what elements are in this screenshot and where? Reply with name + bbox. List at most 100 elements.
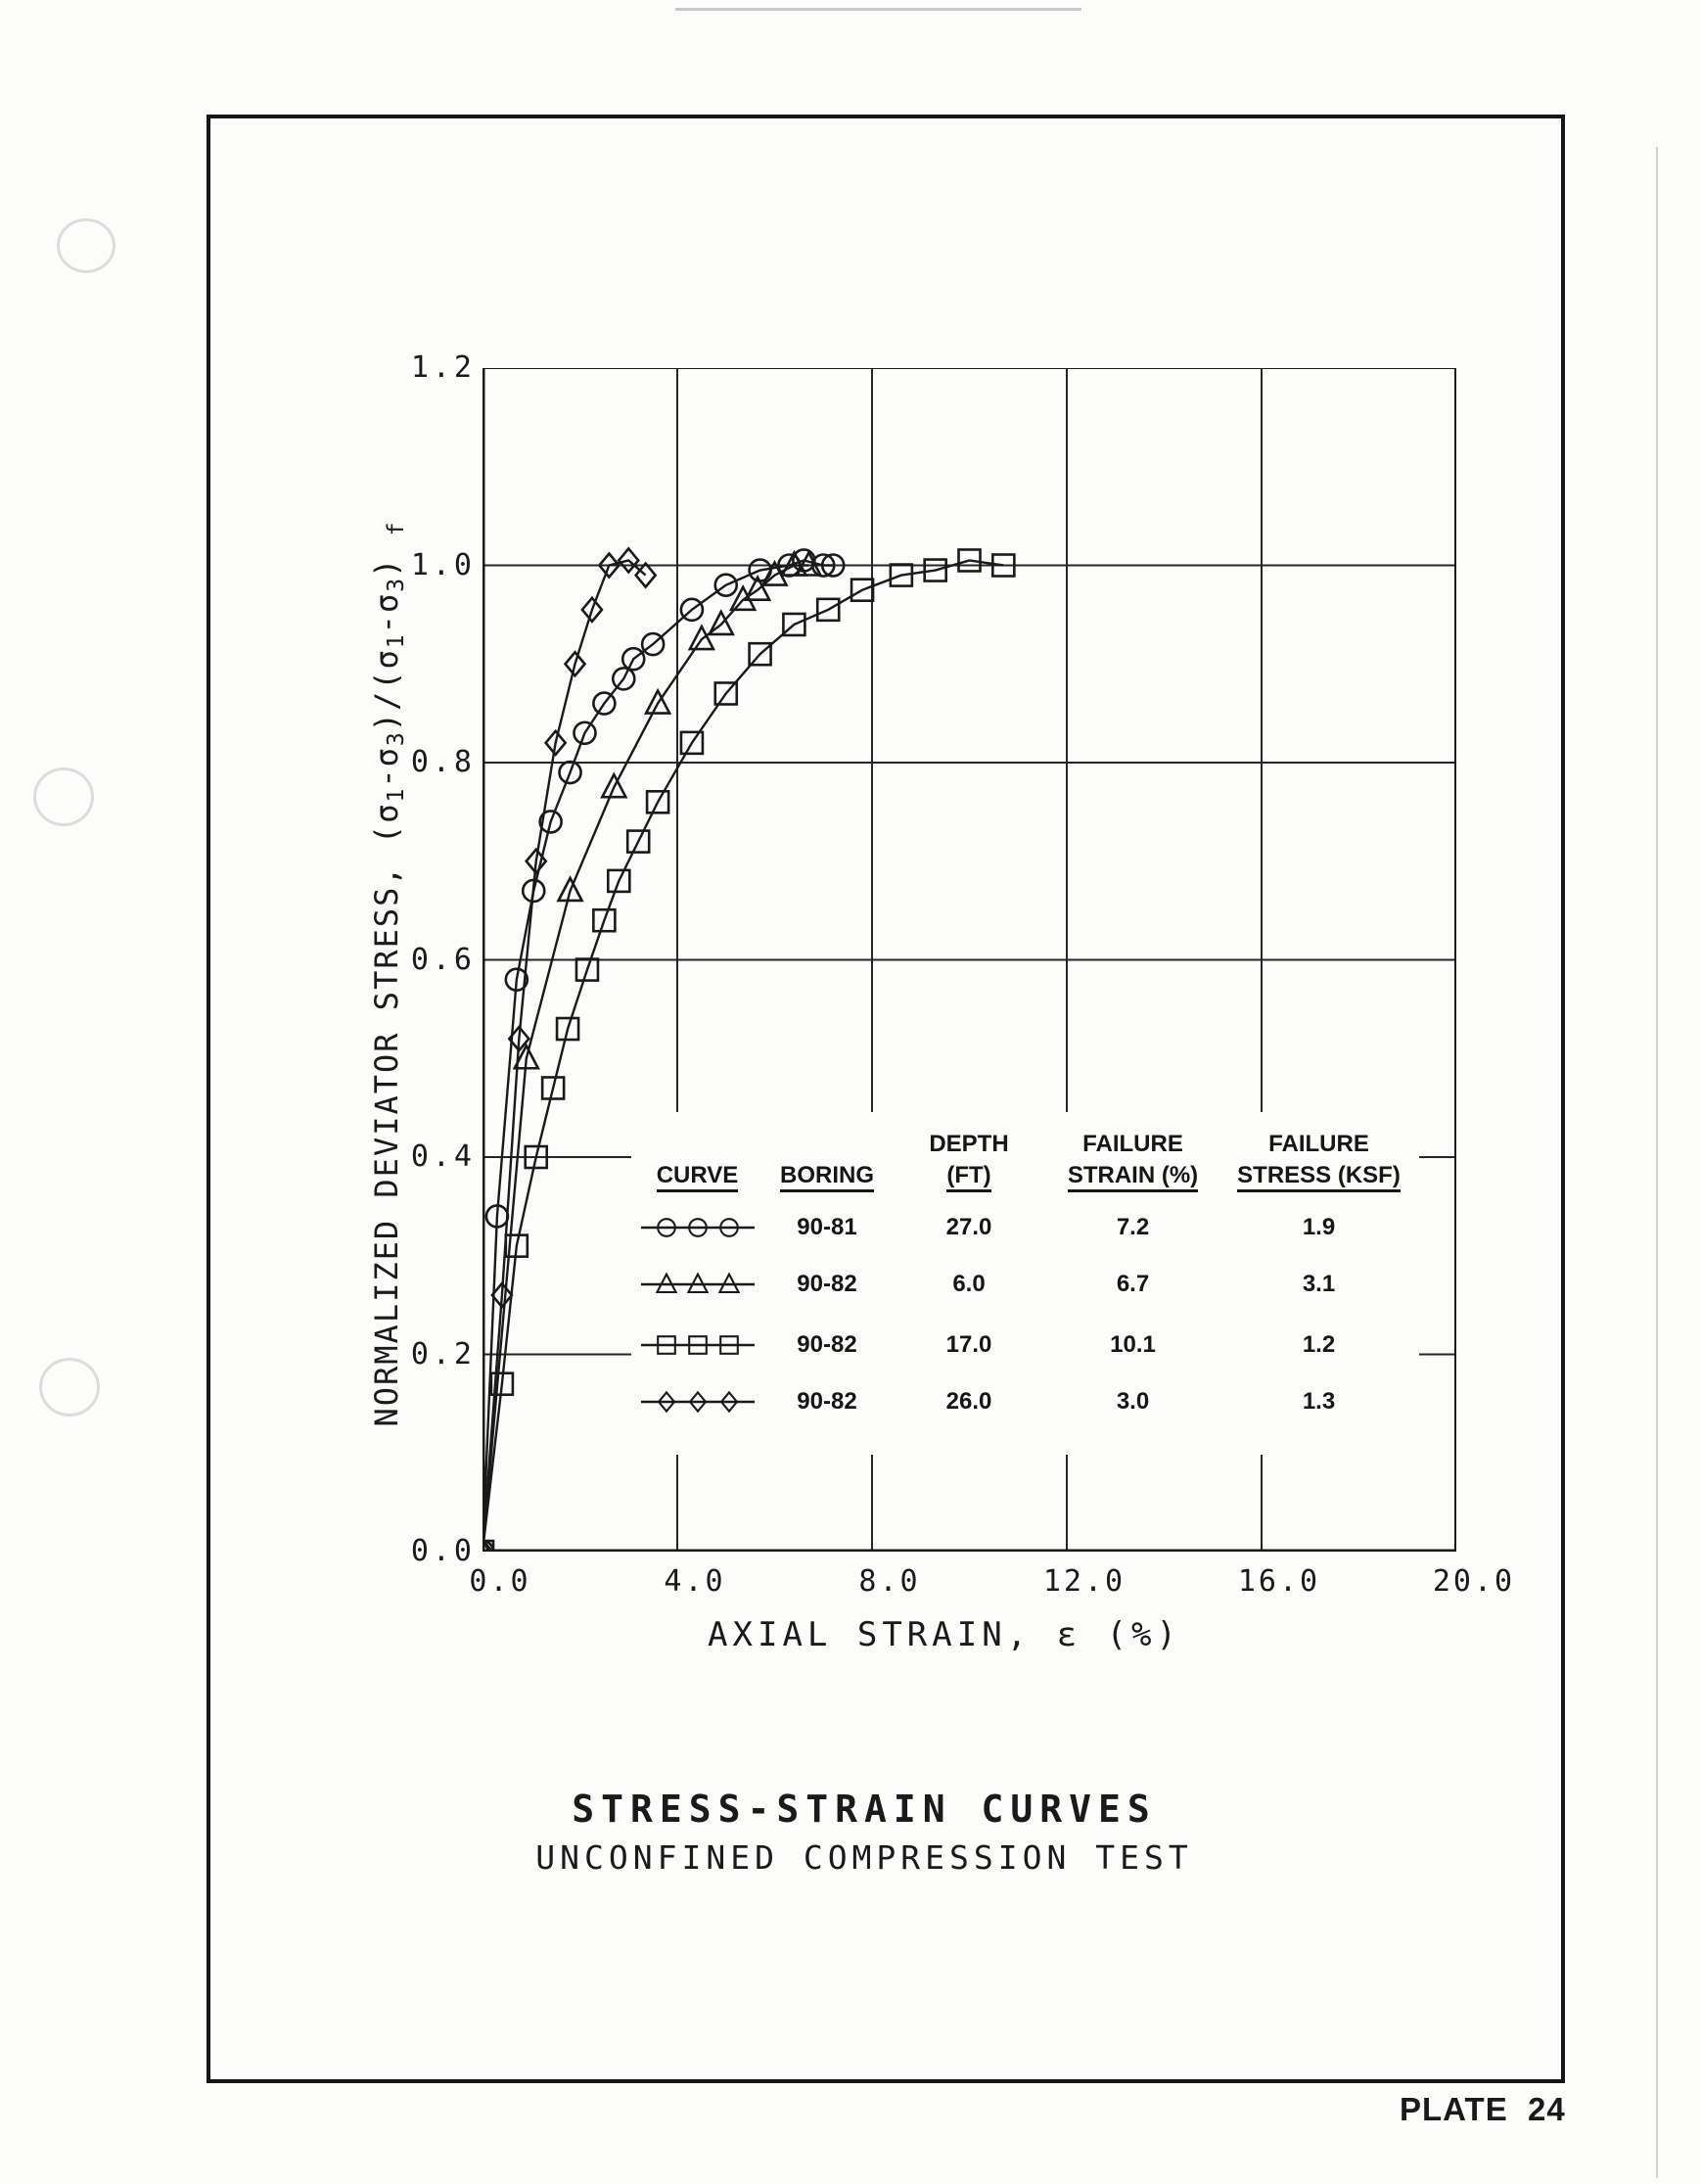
- legend-strain: 3.0: [1116, 1388, 1150, 1415]
- y-tick-label: 0.8: [410, 745, 476, 779]
- x-tick-label: 16.0: [1237, 1564, 1321, 1599]
- scan-artifact-right-line: [1656, 147, 1658, 2178]
- legend-header-row-2: CURVE BORING (FT) STRAIN (%) STRESS (KSF…: [631, 1161, 1419, 1192]
- triangle-marker-icon: [643, 687, 672, 715]
- diamond-marker-icon: [507, 1025, 531, 1053]
- legend-stress: 1.2: [1302, 1331, 1336, 1358]
- legend-row: 90-82 6.0 6.7 3.1: [631, 1267, 1419, 1302]
- legend-strain: 6.7: [1116, 1271, 1150, 1297]
- square-marker-icon: [607, 868, 631, 894]
- x-tick-label: 8.0: [858, 1564, 921, 1599]
- x-tick-label: 12.0: [1042, 1564, 1126, 1599]
- legend-depth: 6.0: [952, 1271, 986, 1297]
- circle-marker-icon: [640, 631, 666, 657]
- circle-marker-icon: [713, 573, 739, 597]
- square-marker-icon: [957, 548, 982, 573]
- square-marker-icon: [489, 1371, 515, 1397]
- triangle-marker-icon: [760, 559, 789, 586]
- hole-punch: [39, 1358, 100, 1417]
- x-tick-label: 20.0: [1432, 1564, 1516, 1599]
- diamond-marker-icon: [640, 1390, 755, 1414]
- legend-header-boring: BORING: [763, 1161, 891, 1192]
- circle-marker-icon: [504, 967, 529, 992]
- circle-marker-icon: [679, 597, 705, 623]
- square-marker-icon: [718, 1335, 739, 1355]
- legend-header-row-1: DEPTH FAILURE FAILURE: [631, 1130, 1419, 1159]
- page-frame: [207, 115, 1565, 2083]
- triangle-marker-icon: [640, 1272, 755, 1294]
- circle-marker-icon: [558, 760, 582, 785]
- title-block: STRESS-STRAIN CURVES UNCONFINED COMPRESS…: [424, 1788, 1305, 1877]
- circle-marker-icon: [640, 1218, 755, 1237]
- legend-header: DEPTH: [929, 1131, 1009, 1157]
- x-axis-label: AXIAL STRAIN, ε (%): [708, 1615, 1181, 1654]
- circle-marker-icon: [656, 1218, 676, 1237]
- legend-boring: 90-82: [797, 1331, 857, 1358]
- legend-depth: 26.0: [945, 1388, 992, 1415]
- legend-boring: 90-82: [797, 1388, 857, 1415]
- circle-marker-icon: [810, 553, 836, 578]
- diamond-marker-icon: [633, 561, 658, 589]
- legend-depth: 27.0: [945, 1214, 992, 1240]
- y-tick-label: 0.4: [410, 1139, 476, 1174]
- legend-stress: 3.1: [1302, 1271, 1336, 1297]
- diamond-marker-icon: [597, 551, 621, 580]
- triangle-marker-icon: [717, 1272, 740, 1294]
- circle-marker-icon: [573, 720, 597, 746]
- y-tick-label: 1.2: [410, 350, 476, 385]
- square-marker-icon: [679, 730, 705, 756]
- x-tick-label: 4.0: [664, 1564, 726, 1599]
- y-tick-label: 0.6: [410, 943, 476, 977]
- legend-row: 90-82 17.0 10.1 1.2: [631, 1327, 1419, 1363]
- square-marker-icon: [524, 1144, 549, 1170]
- square-marker-icon: [575, 957, 600, 982]
- square-marker-icon: [645, 789, 670, 814]
- legend-boring: 90-81: [797, 1214, 857, 1240]
- square-marker-icon: [640, 1335, 755, 1355]
- square-marker-icon: [889, 563, 914, 587]
- legend-table: DEPTH FAILURE FAILURE CURVE BORING (FT) …: [631, 1112, 1419, 1455]
- square-marker-icon: [625, 829, 651, 854]
- circle-marker-icon: [611, 667, 636, 691]
- hole-punch: [57, 218, 115, 273]
- legend-stress: 1.9: [1302, 1214, 1336, 1240]
- square-marker-icon: [815, 597, 841, 623]
- diamond-marker-icon: [483, 1537, 494, 1552]
- triangle-marker-icon: [707, 609, 735, 636]
- legend-stress: 1.3: [1302, 1388, 1336, 1415]
- chart-title: STRESS-STRAIN CURVES: [572, 1788, 1157, 1831]
- diamond-marker-icon: [490, 1281, 514, 1310]
- hole-punch: [33, 767, 94, 826]
- circle-marker-icon: [687, 1218, 708, 1237]
- diamond-marker-icon: [580, 595, 604, 624]
- square-marker-icon: [923, 558, 947, 582]
- legend-header-depth: (FT): [891, 1161, 1047, 1192]
- scan-artifact-top-line: [675, 8, 1081, 11]
- triangle-marker-icon: [780, 549, 808, 577]
- diamond-marker-icon: [688, 1390, 707, 1414]
- legend-row: 90-82 26.0 3.0 1.3: [631, 1384, 1419, 1419]
- legend-depth: 17.0: [945, 1331, 992, 1358]
- square-marker-icon: [991, 553, 1016, 578]
- square-marker-icon: [713, 681, 739, 706]
- legend-header: FAILURE: [1268, 1131, 1369, 1157]
- triangle-marker-icon: [795, 549, 823, 577]
- triangle-marker-icon: [729, 583, 758, 612]
- diamond-marker-icon: [525, 847, 548, 875]
- curve-diamond: [483, 559, 647, 1552]
- chart-subtitle: UNCONFINED COMPRESSION TEST: [535, 1838, 1193, 1877]
- triangle-marker-icon: [512, 1043, 540, 1070]
- x-tick-label: 0.0: [469, 1564, 531, 1599]
- plate-label: PLATE 24: [1400, 2091, 1566, 2127]
- y-axis-label: NORMALIZED DEVIATOR STRESS, (σ1-σ3)/(σ1-…: [367, 521, 410, 1427]
- triangle-marker-icon: [655, 1272, 677, 1294]
- circle-marker-icon: [538, 810, 563, 834]
- triangle-marker-icon: [483, 1536, 491, 1552]
- curve-square: [483, 559, 1004, 1552]
- triangle-marker-icon: [686, 1272, 709, 1294]
- square-marker-icon: [555, 1016, 580, 1042]
- legend-strain: 10.1: [1110, 1331, 1156, 1358]
- y-tick-label: 0.0: [410, 1534, 476, 1568]
- legend-header: FAILURE: [1082, 1131, 1183, 1157]
- legend-boring: 90-82: [797, 1271, 857, 1297]
